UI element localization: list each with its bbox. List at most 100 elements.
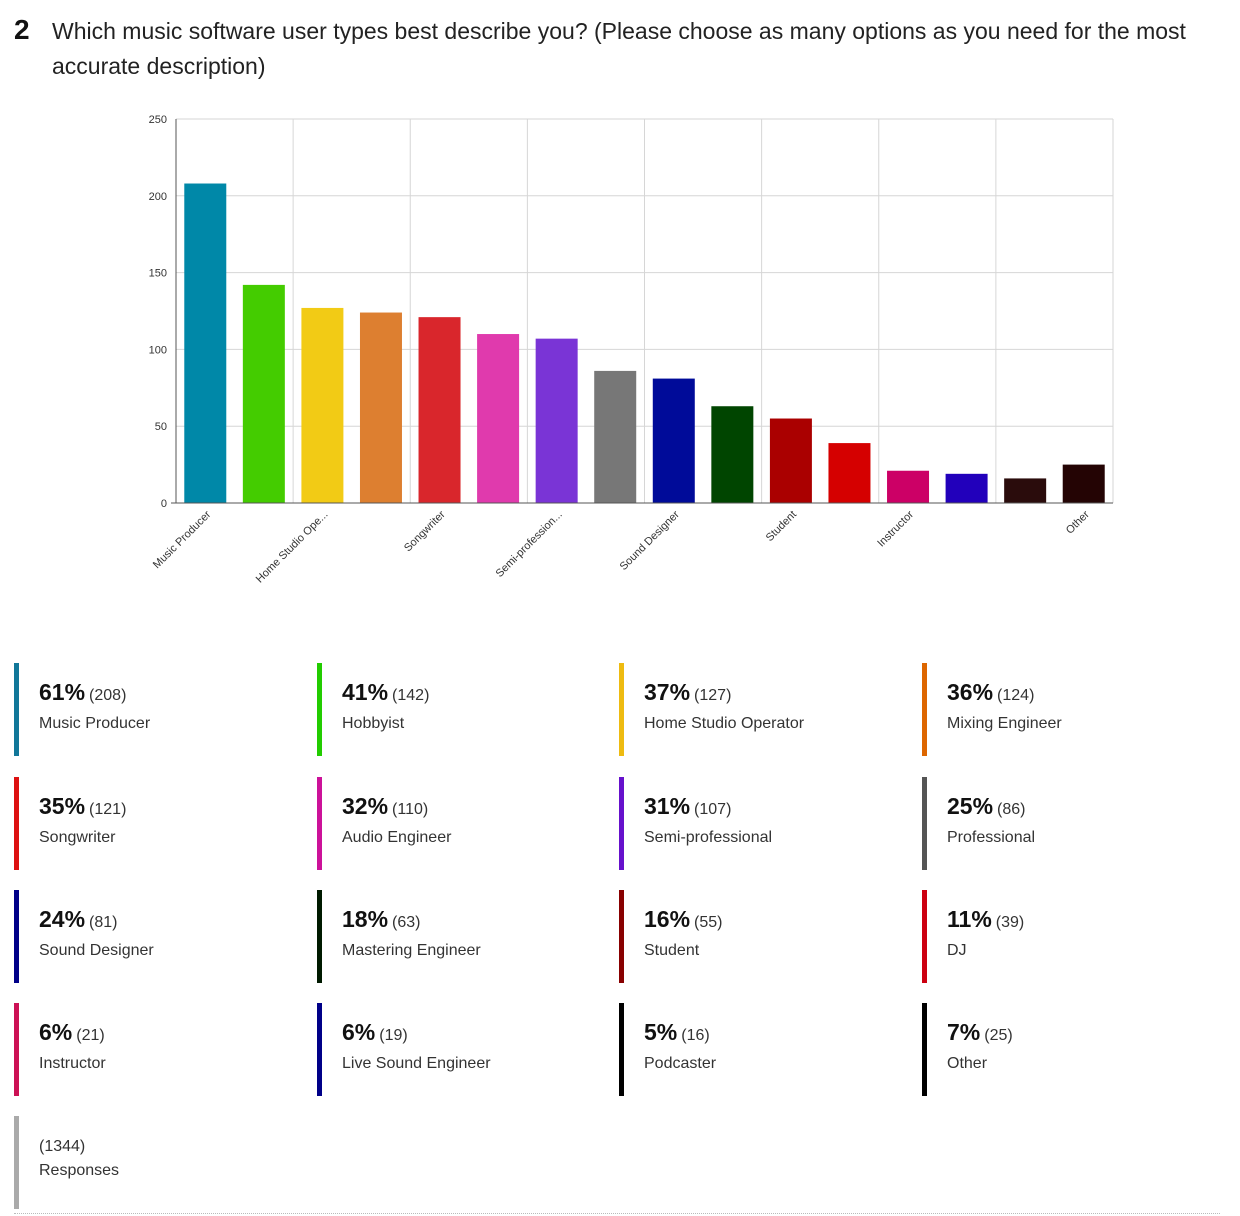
y-tick-label: 200 <box>149 191 167 203</box>
legend-percent-value: 6% <box>342 1019 376 1045</box>
legend-count: (142) <box>392 687 430 704</box>
legend-color-bar <box>922 777 927 870</box>
bar <box>535 338 578 503</box>
legend-percent: 25% (86) <box>947 793 1026 820</box>
legend-count: (121) <box>89 801 127 818</box>
legend-percent-value: 36% <box>947 679 994 705</box>
legend-count: (107) <box>694 801 732 818</box>
bar <box>184 183 227 503</box>
legend-percent-value: 16% <box>644 906 691 932</box>
legend-percent: 37% (127) <box>644 679 731 706</box>
legend-item: 18% (63) Mastering Engineer <box>317 890 597 983</box>
responses-color-bar <box>14 1116 19 1209</box>
legend-item: 6% (21) Instructor <box>14 1003 294 1096</box>
legend-item: 41% (142) Hobbyist <box>317 663 597 756</box>
y-tick-label: 0 <box>161 498 167 510</box>
legend-percent-value: 5% <box>644 1019 678 1045</box>
legend-percent: 6% (19) <box>342 1019 408 1046</box>
legend-color-bar <box>922 890 927 983</box>
legend-percent: 7% (25) <box>947 1019 1013 1046</box>
legend-label: Hobbyist <box>342 715 405 732</box>
legend-percent: 18% (63) <box>342 906 421 933</box>
legend-item: 6% (19) Live Sound Engineer <box>317 1003 597 1096</box>
bar <box>887 470 930 503</box>
legend-color-bar <box>619 890 624 983</box>
bar <box>301 307 344 503</box>
legend-percent: 5% (16) <box>644 1019 710 1046</box>
bar <box>945 473 988 503</box>
legend-label: DJ <box>947 942 967 959</box>
legend-count: (55) <box>694 914 723 931</box>
legend-item: 16% (55) Student <box>619 890 899 983</box>
legend-label: Semi-professional <box>644 829 773 846</box>
legend-item: 61% (208) Music Producer <box>14 663 294 756</box>
legend-percent-value: 6% <box>39 1019 73 1045</box>
legend-count: (208) <box>89 687 127 704</box>
legend-count: (19) <box>379 1027 408 1044</box>
responses-count: (1344) <box>39 1138 86 1155</box>
y-tick-label: 150 <box>149 268 167 280</box>
legend-label: Podcaster <box>644 1055 717 1072</box>
legend-count: (25) <box>984 1027 1013 1044</box>
legend-percent-value: 35% <box>39 793 86 819</box>
legend-count: (21) <box>76 1027 105 1044</box>
legend-percent: 36% (124) <box>947 679 1034 706</box>
legend-percent-value: 41% <box>342 679 389 705</box>
legend-label: Audio Engineer <box>342 829 452 846</box>
legend-item: 31% (107) Semi-professional <box>619 777 899 870</box>
legend-label: Other <box>947 1055 988 1072</box>
legend-percent: 16% (55) <box>644 906 723 933</box>
x-tick-label: Music Producer <box>151 508 214 571</box>
bar <box>477 334 520 503</box>
legend-label: Songwriter <box>39 829 116 846</box>
question-number: 2 <box>14 14 30 45</box>
legend-percent-value: 37% <box>644 679 691 705</box>
bar <box>1062 464 1105 503</box>
legend-percent-value: 18% <box>342 906 389 932</box>
legend-color-bar <box>317 890 322 983</box>
x-tick-label: Songwriter <box>402 508 448 554</box>
legend-color-bar <box>619 777 624 870</box>
legend-color-bar <box>619 663 624 756</box>
bar <box>359 312 402 503</box>
legend-percent: 6% (21) <box>39 1019 105 1046</box>
bar <box>652 378 695 503</box>
bar <box>594 370 637 503</box>
x-tick-label: Semi-profession... <box>494 509 565 580</box>
legend-item: 37% (127) Home Studio Operator <box>619 663 899 756</box>
legend-item: 24% (81) Sound Designer <box>14 890 294 983</box>
legend-label: Sound Designer <box>39 942 154 959</box>
bar <box>828 443 871 503</box>
divider <box>14 1213 1220 1214</box>
legend-percent-value: 61% <box>39 679 86 705</box>
x-tick-label: Other <box>1064 508 1092 536</box>
legend-label: Music Producer <box>39 715 151 732</box>
bar <box>769 418 812 503</box>
legend-count: (63) <box>392 914 421 931</box>
legend-color-bar <box>14 890 19 983</box>
legend-count: (39) <box>995 914 1025 931</box>
legend-label: Mastering Engineer <box>342 942 481 959</box>
legend-percent: 41% (142) <box>342 679 429 706</box>
legend-label: Professional <box>947 829 1036 846</box>
legend-item: 36% (124) Mixing Engineer <box>922 663 1202 756</box>
legend-item: 25% (86) Professional <box>922 777 1202 870</box>
legend-color-bar <box>14 777 19 870</box>
bar <box>242 284 285 503</box>
responses-summary: (1344) Responses <box>14 1116 294 1209</box>
x-tick-label: Student <box>764 509 799 544</box>
legend-percent: 61% (208) <box>39 679 126 706</box>
legend-item: 11% (39) DJ <box>922 890 1202 983</box>
legend-percent-value: 31% <box>644 793 691 819</box>
bar <box>711 406 754 503</box>
y-tick-label: 250 <box>149 114 167 126</box>
legend-color-bar <box>619 1003 624 1096</box>
question-text: Which music software user types best des… <box>52 18 1186 79</box>
legend-color-bar <box>14 1003 19 1096</box>
legend-percent: 32% (110) <box>342 793 428 820</box>
legend-count: (86) <box>997 801 1026 818</box>
legend-percent: 11% (39) <box>947 906 1024 933</box>
legend-count: (81) <box>89 914 118 931</box>
legend-color-bar <box>922 1003 927 1096</box>
